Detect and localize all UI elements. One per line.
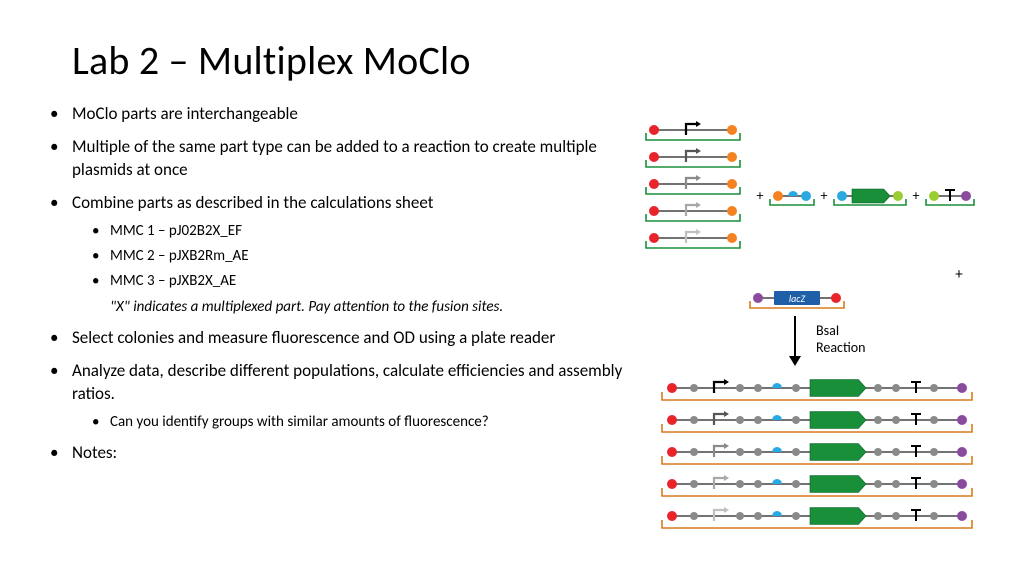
lacz-construct: lacZ <box>744 284 854 312</box>
moclo-diagram: +++ + lacZ BsaIReaction <box>630 118 1000 548</box>
output-constructs-stack <box>656 374 986 544</box>
plus-symbol: + <box>774 266 1024 284</box>
svg-text:+: + <box>913 187 920 204</box>
parts-row: + + + <box>754 176 1004 216</box>
sub-note: "X" indicates a multiplexed part. Pay at… <box>110 297 627 317</box>
reaction-label: BsaIReaction <box>816 322 866 356</box>
svg-text:+: + <box>757 187 764 204</box>
input-constructs-stack <box>640 118 750 258</box>
bullet-2: Multiple of the same part type can be ad… <box>72 136 627 182</box>
bullet-content: MoClo parts are interchangeable Multiple… <box>72 103 627 475</box>
reaction-arrow <box>780 314 810 368</box>
bullet-4: Select colonies and measure fluorescence… <box>72 327 627 350</box>
bullet-1: MoClo parts are interchangeable <box>72 103 627 126</box>
bullet-6: Notes: <box>72 442 627 465</box>
page-title: Lab 2 – Multiplex MoClo <box>72 36 984 85</box>
svg-text:lacZ: lacZ <box>789 292 806 305</box>
sub-mmc3: MMC 3 – pJXB2X_AE <box>110 271 627 291</box>
bullet-3: Combine parts as described in the calcul… <box>72 192 627 317</box>
sub-mmc1: MMC 1 – pJ02B2X_EF <box>110 221 627 241</box>
sub-q: Can you identify groups with similar amo… <box>110 412 627 432</box>
sub-mmc2: MMC 2 – pJXB2Rm_AE <box>110 246 627 266</box>
bullet-5: Analyze data, describe different populat… <box>72 360 627 432</box>
svg-text:+: + <box>821 187 828 204</box>
